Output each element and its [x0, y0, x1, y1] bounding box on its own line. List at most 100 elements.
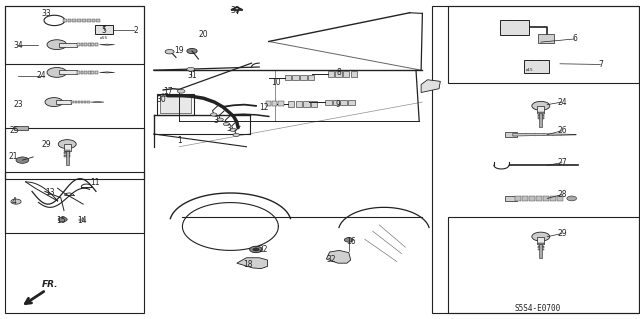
Bar — [95, 43, 98, 46]
Bar — [288, 101, 294, 107]
Bar — [266, 101, 271, 106]
Text: 11: 11 — [90, 178, 99, 187]
Bar — [66, 151, 68, 165]
Bar — [278, 101, 284, 106]
Bar — [77, 43, 80, 46]
Text: 1: 1 — [177, 137, 182, 145]
Text: 18: 18 — [244, 260, 253, 269]
Bar — [300, 75, 307, 80]
Text: 34: 34 — [13, 41, 23, 50]
Circle shape — [47, 68, 67, 77]
Circle shape — [223, 122, 230, 126]
Text: ø15: ø15 — [100, 36, 108, 40]
Bar — [538, 115, 543, 116]
Bar — [82, 19, 86, 22]
Bar — [448, 6, 639, 83]
Bar — [87, 19, 91, 22]
Bar — [550, 196, 556, 201]
Circle shape — [233, 133, 239, 137]
Bar — [88, 43, 91, 46]
Bar — [538, 244, 543, 245]
Bar — [515, 196, 521, 201]
Text: 22: 22 — [259, 245, 268, 254]
Bar — [157, 94, 194, 115]
Bar — [303, 101, 310, 107]
Bar — [88, 71, 91, 74]
Bar — [5, 6, 144, 313]
Bar — [343, 71, 349, 77]
Polygon shape — [513, 133, 576, 136]
Bar — [56, 100, 72, 104]
Bar — [538, 118, 543, 119]
Bar — [65, 150, 70, 152]
Bar — [308, 75, 314, 80]
Bar — [5, 172, 144, 233]
Text: 20: 20 — [198, 30, 209, 39]
Bar — [74, 101, 77, 103]
Text: 29: 29 — [41, 140, 51, 149]
Text: 33: 33 — [41, 9, 51, 18]
Bar — [538, 249, 543, 250]
Polygon shape — [91, 101, 104, 103]
Bar — [292, 75, 299, 80]
Circle shape — [217, 118, 223, 121]
Text: 8: 8 — [337, 68, 342, 77]
Bar — [160, 96, 191, 113]
Bar — [81, 71, 83, 74]
Circle shape — [230, 128, 236, 131]
Bar — [325, 100, 332, 105]
Text: 24: 24 — [557, 98, 567, 107]
Bar — [60, 70, 77, 74]
Bar — [296, 101, 302, 107]
Bar — [557, 196, 563, 201]
Circle shape — [532, 101, 550, 110]
Circle shape — [532, 232, 550, 241]
Text: FR.: FR. — [42, 280, 58, 289]
Bar — [538, 114, 543, 115]
Text: 21: 21 — [8, 152, 17, 161]
Bar — [14, 126, 28, 130]
Text: 6: 6 — [572, 34, 577, 43]
Bar — [5, 128, 144, 179]
Circle shape — [58, 217, 67, 222]
Bar — [348, 100, 355, 105]
Circle shape — [567, 196, 577, 201]
Circle shape — [165, 49, 174, 54]
Text: S5S4-E0700: S5S4-E0700 — [515, 304, 561, 313]
Circle shape — [253, 248, 259, 251]
Text: 12: 12 — [259, 103, 268, 112]
Text: 15: 15 — [56, 216, 66, 225]
Bar — [543, 196, 548, 201]
Bar — [63, 144, 71, 152]
Bar — [65, 156, 70, 158]
Bar — [79, 219, 85, 221]
Bar — [311, 101, 317, 107]
Bar — [340, 100, 347, 105]
Text: 5: 5 — [101, 26, 106, 35]
Bar — [537, 237, 545, 244]
Circle shape — [177, 89, 185, 93]
Polygon shape — [421, 80, 440, 93]
Text: 24: 24 — [36, 71, 47, 80]
Bar — [63, 19, 67, 22]
Bar — [92, 43, 94, 46]
Circle shape — [11, 199, 21, 204]
Bar — [60, 43, 77, 47]
Bar — [77, 71, 80, 74]
Polygon shape — [237, 258, 268, 269]
Text: 26: 26 — [557, 126, 567, 135]
Bar — [540, 243, 542, 258]
Bar — [522, 196, 528, 201]
Polygon shape — [99, 72, 115, 73]
Bar — [333, 100, 339, 105]
Bar — [65, 155, 70, 156]
Circle shape — [16, 157, 29, 163]
Circle shape — [344, 238, 353, 242]
Bar — [97, 19, 100, 22]
Bar — [272, 101, 277, 106]
Bar — [72, 19, 76, 22]
Bar — [84, 101, 86, 103]
Bar — [538, 116, 543, 118]
Bar — [68, 19, 72, 22]
Circle shape — [47, 40, 67, 49]
